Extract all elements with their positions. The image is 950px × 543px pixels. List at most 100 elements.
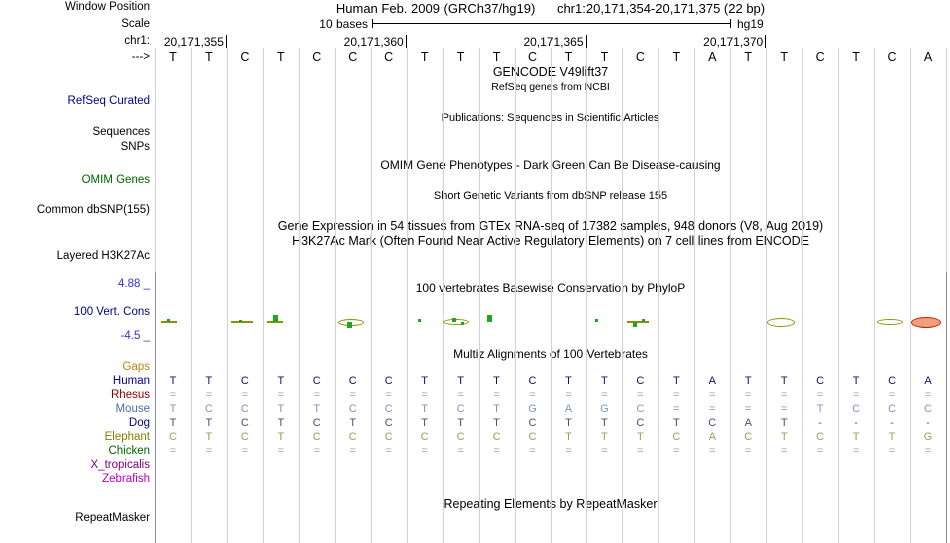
alignment-base: C [312,375,321,387]
species-label-human[interactable]: Human [112,375,150,387]
track-title-phylop[interactable]: 100 vertebrates Basewise Conservation by… [415,281,686,295]
track-label-column: Window Position Scale chr1: ---> RefSeq … [0,0,152,543]
base-letter: T [672,50,681,64]
alignment-base: = [493,445,500,457]
window-coordinates: chr1:20,171,354-20,171,375 (22 bp) [556,1,766,16]
track-label-common-dbsnp[interactable]: Common dbSNP(155) [36,204,150,216]
base-gridline [910,48,912,543]
alignment-base: C [312,431,321,443]
alignment-base: = [169,445,177,457]
alignment-base: T [349,417,357,429]
alignment-base: C [348,431,357,443]
track-label-sequences[interactable]: Sequences [92,126,150,138]
alignment-base: T [277,431,285,443]
track-label-layered-h3k27ac[interactable]: Layered H3K27Ac [56,250,150,262]
alignment-base: C [528,375,537,387]
alignment-base: = [421,389,428,401]
scale-label: Scale [121,18,150,30]
alignment-base: C [816,431,825,443]
base-gridline [838,48,840,543]
track-title-dbsnp[interactable]: Short Genetic Variants from dbSNP releas… [433,190,667,202]
alignment-base: T [780,375,788,387]
alignment-base: C [924,403,932,415]
species-label-mouse[interactable]: Mouse [115,403,150,415]
alignment-base: T [637,431,644,443]
alignment-base: T [205,431,213,443]
alignment-base: T [744,375,752,387]
alignment-base: = [852,445,860,457]
scale-bases-label: 10 bases [319,17,368,31]
track-label-omim-genes[interactable]: OMIM Genes [81,174,150,186]
alignment-base: T [493,403,500,415]
window-position-label: Window Position [64,1,150,13]
track-label-refseq-curated[interactable]: RefSeq Curated [67,95,150,107]
alignment-base: = [780,403,788,415]
alignment-base: C [420,431,429,443]
track-display-area[interactable]: Human Feb. 2009 (GRCh37/hg19) chr1:20,17… [155,0,947,543]
base-letter: T [744,50,753,64]
species-label-x_tropicalis[interactable]: X_tropicalis [90,459,150,471]
base-gridline [802,48,804,543]
alignment-base: C [384,417,393,429]
base-gridline [190,48,192,543]
alignment-base: = [924,445,932,457]
alignment-base: C [240,375,249,387]
ruler-position-label: 20,171,355 [163,35,224,49]
alignment-base: C [492,431,501,443]
base-gridline [406,48,408,543]
alignment-base: C [636,375,645,387]
alignment-base: A [744,417,752,429]
conservation-mark [267,321,283,323]
alignment-base: C [528,431,537,443]
alignment-base: T [277,403,285,415]
alignment-base: = [385,389,392,401]
alignment-base: = [529,389,536,401]
alignment-base: = [493,389,500,401]
alignment-base: = [673,403,680,415]
species-label-dog[interactable]: Dog [128,417,150,429]
alignment-base: = [816,445,824,457]
alignment-base: T [601,375,608,387]
base-letter: A [923,50,933,64]
base-letter: T [456,50,465,64]
track-title-publications[interactable]: Publications: Sequences in Scientific Ar… [441,112,660,124]
track-label-repeatmasker[interactable]: RepeatMasker [75,512,150,524]
conservation-mark [767,317,795,327]
alignment-base: C [672,431,681,443]
track-title-repeatmasker[interactable]: Repeating Elements by RepeatMasker [443,497,658,511]
base-letter: T [564,50,573,64]
base-gridline [586,48,588,543]
conservation-mark [161,321,177,323]
species-label-chicken[interactable]: Chicken [108,445,150,457]
alignment-base: = [888,389,896,401]
base-gridline [262,48,264,543]
alignment-base: C [348,375,357,387]
alignment-base: T [780,417,788,429]
species-label-elephant[interactable]: Elephant [104,431,150,443]
base-gridline [442,48,444,543]
alignment-base: = [169,389,177,401]
base-letter: C [312,50,322,64]
alignment-base: = [313,445,320,457]
conservation-mark [347,322,352,328]
alignment-base: C [708,417,717,429]
conservation-mark [452,318,456,322]
species-label-zebrafish[interactable]: Zebrafish [102,473,150,485]
base-letter: C [635,50,645,64]
conservation-mark [633,322,637,327]
species-label-rhesus[interactable]: Rhesus [111,389,150,401]
conservation-mark [627,321,649,323]
ruler-tick [765,35,767,48]
track-title-gencode[interactable]: GENCODE V49lift37 [492,65,609,79]
species-label-gaps[interactable]: Gaps [122,361,151,373]
track-label-vert-cons[interactable]: 100 Vert. Cons [73,306,150,318]
track-label-snps[interactable]: SNPs [120,141,150,153]
ruler-tick [405,35,407,48]
alignment-base: C [204,403,213,415]
alignment-base: T [169,403,177,415]
alignment-base: = [816,389,824,401]
base-gridline [874,48,876,543]
alignment-base: C [384,403,393,415]
base-gridline [298,48,300,543]
